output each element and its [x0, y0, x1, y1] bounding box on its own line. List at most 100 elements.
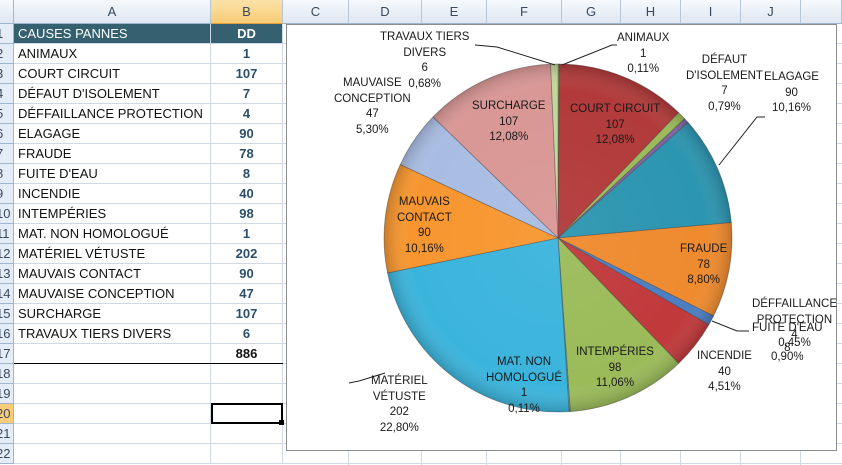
- value-cell[interactable]: 98: [211, 204, 283, 224]
- row-header[interactable]: 16: [0, 324, 14, 344]
- cause-cell[interactable]: INCENDIE: [14, 184, 211, 204]
- row-header[interactable]: 19: [0, 384, 14, 404]
- leader-line-animaux: [561, 44, 617, 66]
- total-border: [14, 363, 283, 364]
- row-header[interactable]: 4: [0, 84, 14, 104]
- label-incendie: INCENDIE 40 4,51%: [697, 350, 752, 393]
- label-animaux: ANIMAUX 1 0,11%: [617, 32, 670, 75]
- empty-cell[interactable]: [211, 424, 283, 444]
- cause-cell[interactable]: DÉFAUT D'ISOLEMENT: [14, 84, 211, 104]
- value-cell[interactable]: 107: [211, 64, 283, 84]
- column-header-a[interactable]: A: [14, 0, 211, 24]
- empty-cell[interactable]: [14, 424, 211, 444]
- column-header-f[interactable]: F: [487, 0, 562, 24]
- cause-cell[interactable]: SURCHARGE: [14, 304, 211, 324]
- label-fraude: FRAUDE 78 8,80%: [680, 243, 728, 286]
- label-court-circuit: COURT CIRCUIT 107 12,08%: [570, 103, 661, 146]
- cause-cell[interactable]: DÉFFAILLANCE PROTECTION: [14, 104, 211, 124]
- label-elagage: ELAGAGE 90 10,16%: [764, 71, 819, 114]
- column-header-b[interactable]: B: [211, 0, 283, 24]
- row-header[interactable]: 11: [0, 224, 14, 244]
- value-cell[interactable]: 40: [211, 184, 283, 204]
- select-all-corner[interactable]: [0, 0, 14, 24]
- row-header[interactable]: 3: [0, 64, 14, 84]
- label-intemperies: INTEMPÉRIES 98 11,06%: [576, 346, 654, 389]
- leader-line-fuite: [711, 320, 749, 332]
- label-defaut-isolement: DÉFAUT D'ISOLEMENT 7 0,79%: [686, 54, 763, 113]
- value-cell[interactable]: 8: [211, 164, 283, 184]
- value-cell[interactable]: 90: [211, 124, 283, 144]
- header-cell-causes[interactable]: CAUSES PANNES: [14, 24, 211, 44]
- value-cell[interactable]: 1: [211, 224, 283, 244]
- empty-cell[interactable]: [211, 364, 283, 384]
- cause-cell[interactable]: FRAUDE: [14, 144, 211, 164]
- label-materiel-vetuste: MATÉRIEL VÉTUSTE 202 22,80%: [371, 375, 428, 434]
- empty-cell[interactable]: [211, 444, 283, 464]
- value-cell[interactable]: 202: [211, 244, 283, 264]
- row-header[interactable]: 6: [0, 124, 14, 144]
- value-cell[interactable]: 78: [211, 144, 283, 164]
- cause-cell[interactable]: MAT. NON HOMOLOGUÉ: [14, 224, 211, 244]
- leader-line-materiel: [348, 372, 386, 384]
- empty-cell[interactable]: [211, 384, 283, 404]
- value-cell[interactable]: 47: [211, 284, 283, 304]
- row-header[interactable]: 8: [0, 164, 14, 184]
- empty-cell[interactable]: [14, 444, 211, 464]
- row-header[interactable]: 13: [0, 264, 14, 284]
- leader-line-travaux: [474, 44, 556, 66]
- value-cell[interactable]: 7: [211, 84, 283, 104]
- cause-cell[interactable]: ANIMAUX: [14, 44, 211, 64]
- cause-cell[interactable]: INTEMPÉRIES: [14, 204, 211, 224]
- row-header[interactable]: 10: [0, 204, 14, 224]
- label-mauvaise-conception: MAUVAISE CONCEPTION 47 5,30%: [334, 77, 411, 136]
- label-deffaillance-protection: DÉFFAILLANCE PROTECTION 4 0,45%: [752, 298, 837, 349]
- cause-cell[interactable]: ELAGAGE: [14, 124, 211, 144]
- column-header-k[interactable]: [801, 0, 842, 24]
- row-header-selected[interactable]: 20: [0, 404, 14, 424]
- column-header-g[interactable]: G: [562, 0, 621, 24]
- cause-cell[interactable]: MATÉRIEL VÉTUSTE: [14, 244, 211, 264]
- label-fuite-eau: FUITE D'EAU 8 0,90%: [752, 322, 823, 363]
- label-mauvais-contact: MAUVAIS CONTACT 90 10,16%: [397, 196, 452, 255]
- column-header-h[interactable]: H: [621, 0, 681, 24]
- total-cell[interactable]: 886: [211, 344, 283, 364]
- value-cell[interactable]: 1: [211, 44, 283, 64]
- row-header[interactable]: 2: [0, 44, 14, 64]
- row-header[interactable]: 9: [0, 184, 14, 204]
- row-header[interactable]: 1: [0, 24, 14, 44]
- fill-handle[interactable]: [279, 420, 284, 425]
- row-header[interactable]: 22: [0, 444, 14, 464]
- column-header-d[interactable]: D: [349, 0, 422, 24]
- header-cell-dd[interactable]: DD: [211, 24, 283, 44]
- empty-cell[interactable]: [14, 384, 211, 404]
- label-travaux-tiers-divers: TRAVAUX TIERS DIVERS 6 0,68%: [380, 31, 470, 90]
- row-header[interactable]: 15: [0, 304, 14, 324]
- cause-cell[interactable]: TRAVAUX TIERS DIVERS: [14, 324, 211, 344]
- row-header[interactable]: 21: [0, 424, 14, 444]
- row-header[interactable]: 18: [0, 364, 14, 384]
- leader-line-elagage: [718, 116, 765, 166]
- cause-cell[interactable]: COURT CIRCUIT: [14, 64, 211, 84]
- empty-cell[interactable]: [14, 364, 211, 384]
- row-header[interactable]: 5: [0, 104, 14, 124]
- column-header-i[interactable]: I: [681, 0, 741, 24]
- value-cell[interactable]: 107: [211, 304, 283, 324]
- column-header-c[interactable]: C: [283, 0, 349, 24]
- row-header[interactable]: 12: [0, 244, 14, 264]
- value-cell[interactable]: 90: [211, 264, 283, 284]
- empty-cell[interactable]: [14, 404, 211, 424]
- empty-cell[interactable]: [14, 344, 211, 364]
- cause-cell[interactable]: MAUVAISE CONCEPTION: [14, 284, 211, 304]
- pie-chart[interactable]: TRAVAUX TIERS DIVERS 6 0,68% MAUVAISE CONCEP…: [286, 24, 837, 451]
- row-header[interactable]: 7: [0, 144, 14, 164]
- column-header-e[interactable]: E: [422, 0, 487, 24]
- cause-cell[interactable]: FUITE D'EAU: [14, 164, 211, 184]
- row-header[interactable]: 17: [0, 344, 14, 364]
- active-cell-b20[interactable]: [211, 403, 283, 424]
- cause-cell[interactable]: MAUVAIS CONTACT: [14, 264, 211, 284]
- value-cell[interactable]: 4: [211, 104, 283, 124]
- row-header[interactable]: 14: [0, 284, 14, 304]
- column-header-j[interactable]: J: [741, 0, 801, 24]
- value-cell[interactable]: 6: [211, 324, 283, 344]
- label-surcharge: SURCHARGE 107 12,08%: [472, 100, 546, 143]
